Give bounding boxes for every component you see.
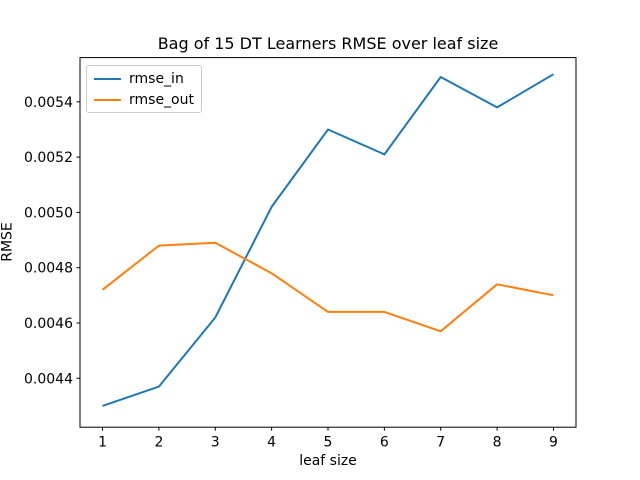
y-tick-label: 0.0044 — [24, 371, 73, 387]
x-tick-label: 5 — [324, 435, 333, 451]
legend-entry-rmse-in: rmse_in — [87, 68, 201, 89]
legend-line-sample-rmse-in — [94, 77, 121, 80]
series-line-rmse_in — [102, 73, 555, 407]
x-tick-label: 8 — [493, 435, 502, 451]
chart-title: Bag of 15 DT Learners RMSE over leaf siz… — [157, 34, 499, 53]
y-tick-label: 0.0046 — [24, 316, 73, 332]
x-tick-label: 7 — [436, 435, 445, 451]
x-tick-label: 3 — [211, 435, 220, 451]
x-tick-label: 9 — [549, 435, 558, 451]
y-tick-label: 0.0052 — [24, 150, 73, 166]
axes-frame — [79, 57, 577, 428]
y-tick-label: 0.0050 — [24, 205, 73, 221]
series-line-rmse_out — [101, 241, 554, 333]
x-tick-label: 4 — [267, 435, 276, 451]
x-axis-label: leaf size — [299, 453, 357, 469]
y-tick-label: 0.0054 — [24, 95, 73, 111]
y-tick-label: 0.0048 — [24, 261, 73, 277]
legend-label-rmse-out: rmse_out — [129, 91, 194, 108]
legend-line-sample-rmse-out — [94, 98, 121, 101]
x-tick-label: 1 — [98, 435, 107, 451]
x-tick-label: 2 — [154, 435, 163, 451]
legend-entry-rmse-out: rmse_out — [87, 89, 201, 110]
x-tick-label: 6 — [380, 435, 389, 451]
legend: rmse_in rmse_out — [86, 65, 202, 113]
y-axis-label: RMSE — [0, 222, 16, 262]
legend-label-rmse-in: rmse_in — [129, 70, 184, 87]
